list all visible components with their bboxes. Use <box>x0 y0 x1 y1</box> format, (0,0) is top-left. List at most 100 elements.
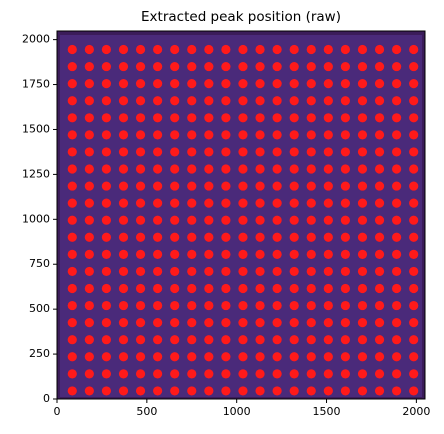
point <box>409 318 419 328</box>
point <box>289 61 299 72</box>
point <box>67 130 77 140</box>
point <box>255 96 265 106</box>
point <box>221 232 231 242</box>
point <box>187 300 197 311</box>
point <box>255 335 265 345</box>
point <box>357 44 368 55</box>
point <box>357 198 368 208</box>
point <box>118 164 129 174</box>
point <box>221 386 231 396</box>
point <box>153 215 163 225</box>
point <box>357 61 368 72</box>
point <box>187 266 197 277</box>
point <box>84 300 94 311</box>
point <box>323 369 333 379</box>
point <box>392 79 402 89</box>
point <box>289 130 299 140</box>
point <box>374 147 385 157</box>
point <box>153 318 163 328</box>
point <box>306 44 316 55</box>
point <box>323 113 333 123</box>
point <box>67 266 77 277</box>
point <box>306 283 316 294</box>
point <box>187 147 197 157</box>
point <box>409 147 419 157</box>
point <box>153 249 163 259</box>
point <box>238 283 248 294</box>
point <box>340 249 350 259</box>
point <box>135 335 146 345</box>
point <box>289 283 299 294</box>
point <box>67 318 77 328</box>
point <box>289 198 299 208</box>
point <box>392 164 402 174</box>
point <box>392 232 402 242</box>
point <box>340 352 350 362</box>
point <box>118 61 129 72</box>
point <box>153 300 163 311</box>
point <box>272 61 282 72</box>
point <box>409 198 419 208</box>
point <box>153 147 163 157</box>
point <box>409 283 419 294</box>
point <box>67 352 77 362</box>
point <box>187 113 197 123</box>
point <box>170 198 180 208</box>
point <box>340 61 350 72</box>
point <box>409 300 419 311</box>
point <box>84 198 94 208</box>
point <box>135 130 146 140</box>
point <box>289 113 299 123</box>
point <box>153 386 163 396</box>
point <box>204 215 214 225</box>
point <box>323 79 333 89</box>
point <box>101 215 112 225</box>
point <box>306 147 316 157</box>
point <box>153 96 163 106</box>
point <box>135 164 146 174</box>
point <box>340 232 350 242</box>
point <box>67 215 77 225</box>
point <box>187 164 197 174</box>
point <box>409 369 419 379</box>
point <box>306 352 316 362</box>
point <box>340 335 350 345</box>
point <box>272 369 282 379</box>
point <box>101 283 112 294</box>
point <box>101 130 112 140</box>
point <box>84 318 94 328</box>
point <box>84 113 94 123</box>
point <box>221 215 231 225</box>
point <box>357 130 368 140</box>
point <box>67 44 77 55</box>
point <box>238 215 248 225</box>
point <box>255 79 265 89</box>
point <box>118 352 129 362</box>
point <box>238 300 248 311</box>
point <box>374 61 385 72</box>
point <box>84 386 94 396</box>
point <box>118 369 129 379</box>
point <box>101 198 112 208</box>
point <box>255 318 265 328</box>
point <box>323 386 333 396</box>
point <box>357 283 368 294</box>
point <box>187 215 197 225</box>
point <box>392 61 402 72</box>
point <box>374 386 385 396</box>
point <box>187 232 197 242</box>
point <box>135 249 146 259</box>
point <box>289 96 299 106</box>
point <box>255 44 265 55</box>
point <box>409 164 419 174</box>
point <box>153 232 163 242</box>
point <box>392 181 402 191</box>
point <box>221 318 231 328</box>
point <box>357 215 368 225</box>
point <box>204 386 214 396</box>
point <box>392 130 402 140</box>
point <box>374 369 385 379</box>
point <box>323 215 333 225</box>
point <box>255 130 265 140</box>
x-tick-label: 1500 <box>313 405 341 418</box>
